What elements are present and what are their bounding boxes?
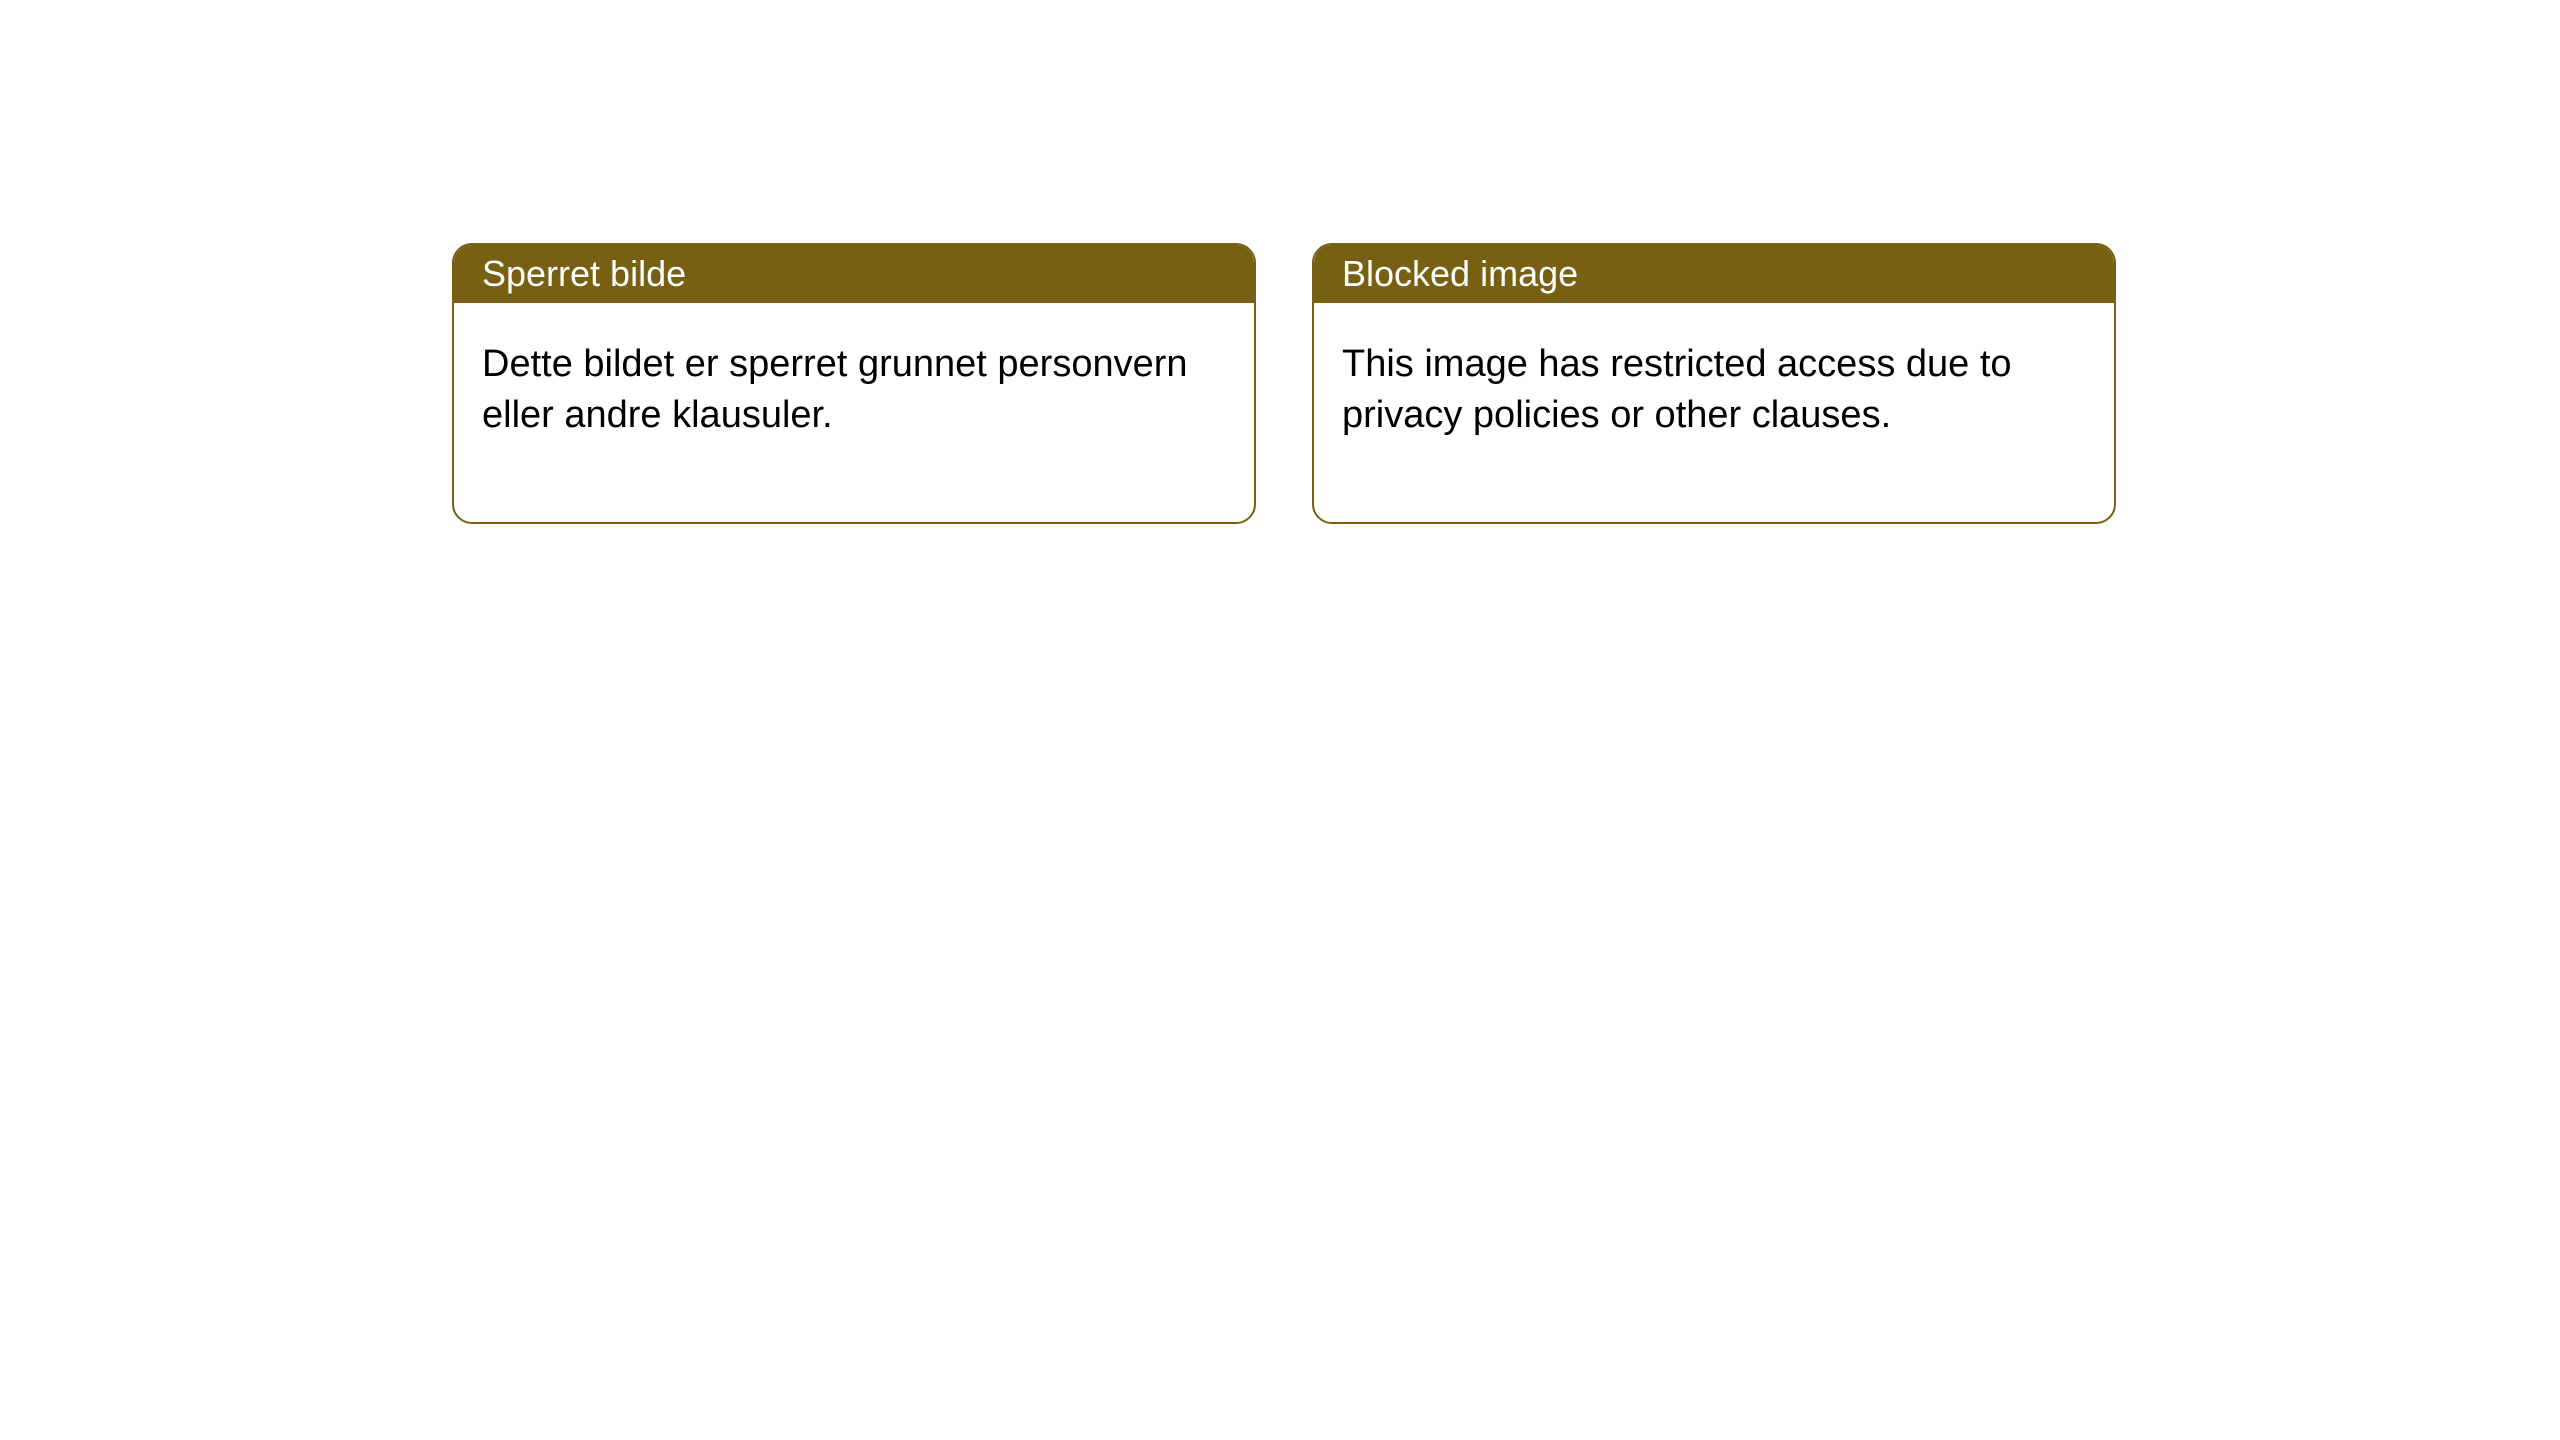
- card-body-text: This image has restricted access due to …: [1342, 343, 2012, 436]
- card-body-text: Dette bildet er sperret grunnet personve…: [482, 343, 1188, 436]
- card-body: Dette bildet er sperret grunnet personve…: [454, 303, 1254, 522]
- card-header: Blocked image: [1314, 245, 2114, 303]
- card-title: Blocked image: [1342, 253, 1578, 294]
- notice-cards-container: Sperret bilde Dette bildet er sperret gr…: [0, 0, 2560, 524]
- notice-card-english: Blocked image This image has restricted …: [1312, 243, 2116, 524]
- notice-card-norwegian: Sperret bilde Dette bildet er sperret gr…: [452, 243, 1256, 524]
- card-header: Sperret bilde: [454, 245, 1254, 303]
- card-title: Sperret bilde: [482, 253, 686, 294]
- card-body: This image has restricted access due to …: [1314, 303, 2114, 522]
